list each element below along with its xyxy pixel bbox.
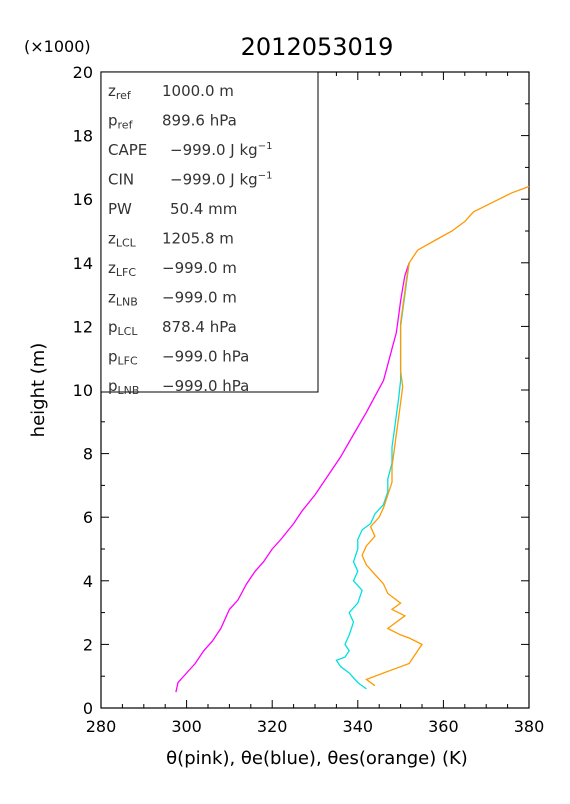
x-tick-label: 300 xyxy=(171,717,202,736)
info-row-name: zref xyxy=(108,82,132,102)
info-row-value: −999.0 hPa xyxy=(162,348,249,366)
x-tick-label: 340 xyxy=(343,717,374,736)
y-tick-label: 8 xyxy=(83,445,93,464)
y-tick-label: 18 xyxy=(73,127,93,146)
y-tick-label: 16 xyxy=(73,190,93,209)
info-row-value: −999.0 hPa xyxy=(162,377,249,395)
info-row: CAPE −999.0 J kg−1 xyxy=(108,141,272,159)
info-row-name: pLFC xyxy=(108,348,138,368)
x-tick-label: 380 xyxy=(514,717,545,736)
info-row: zLNB −999.0 m xyxy=(108,289,237,309)
info-row: pLCL 878.4 hPa xyxy=(108,318,237,338)
y-multiplier-label: (×1000) xyxy=(24,37,91,56)
info-row-value: 878.4 hPa xyxy=(162,318,237,336)
x-axis: 280 300 320 340 360 380 xyxy=(86,72,545,736)
y-tick-label: 12 xyxy=(73,317,93,336)
y-tick-label: 6 xyxy=(83,508,93,527)
info-row-value: 1000.0 m xyxy=(162,82,234,100)
info-row-value: −999.0 m xyxy=(162,259,237,277)
y-tick-label: 20 xyxy=(73,63,93,82)
info-row-name: zLFC xyxy=(108,259,136,279)
info-row: zLFC −999.0 m xyxy=(108,259,237,279)
info-row: zLCL 1205.8 m xyxy=(108,230,234,250)
info-row-value: 1205.8 m xyxy=(162,230,234,248)
info-row: zref 1000.0 m xyxy=(108,82,234,102)
y-tick-label: 4 xyxy=(83,572,93,591)
info-row: PW 50.4 mm xyxy=(108,200,237,218)
x-tick-label: 280 xyxy=(86,717,117,736)
chart-title: 2012053019 xyxy=(241,33,394,61)
info-row-name: pref xyxy=(108,112,134,132)
y-tick-label: 10 xyxy=(73,381,93,400)
x-axis-label: θ(pink), θe(blue), θes(orange) (K) xyxy=(166,748,468,769)
info-row-value: −999.0 J kg−1 xyxy=(170,171,272,189)
info-row-name: pLCL xyxy=(108,318,138,338)
y-axis: 0 2 4 6 8 10 12 14 16 18 20 xyxy=(73,63,529,718)
info-row-name: CIN xyxy=(108,171,134,189)
y-tick-label: 0 xyxy=(83,699,93,718)
info-row-value: 50.4 mm xyxy=(170,200,237,218)
info-row-name: pLNB xyxy=(108,377,139,397)
info-row: pLNB −999.0 hPa xyxy=(108,377,249,397)
series-line-0 xyxy=(175,262,410,693)
info-box: zref 1000.0 m pref 899.6 hPa CAPE −999.0 J kg… xyxy=(100,71,319,397)
y-tick-label: 2 xyxy=(83,635,93,654)
series-line-1 xyxy=(335,262,410,690)
info-row: pref 899.6 hPa xyxy=(108,112,237,132)
info-row-value: −999.0 m xyxy=(162,289,237,307)
info-row-name: PW xyxy=(108,200,132,218)
info-row-value: −999.0 J kg−1 xyxy=(170,141,272,159)
x-tick-label: 320 xyxy=(257,717,288,736)
y-axis-label: height (m) xyxy=(28,343,49,438)
series-line-2 xyxy=(361,185,530,687)
series-group xyxy=(175,185,530,693)
info-row-name: zLCL xyxy=(108,230,137,250)
y-tick-label: 14 xyxy=(73,254,93,273)
info-row-value: 899.6 hPa xyxy=(162,112,237,130)
info-row-name: zLNB xyxy=(108,289,138,309)
info-row: CIN −999.0 J kg−1 xyxy=(108,171,272,189)
x-tick-label: 360 xyxy=(428,717,459,736)
info-row-name: CAPE xyxy=(108,141,147,159)
info-row: pLFC −999.0 hPa xyxy=(108,348,249,368)
